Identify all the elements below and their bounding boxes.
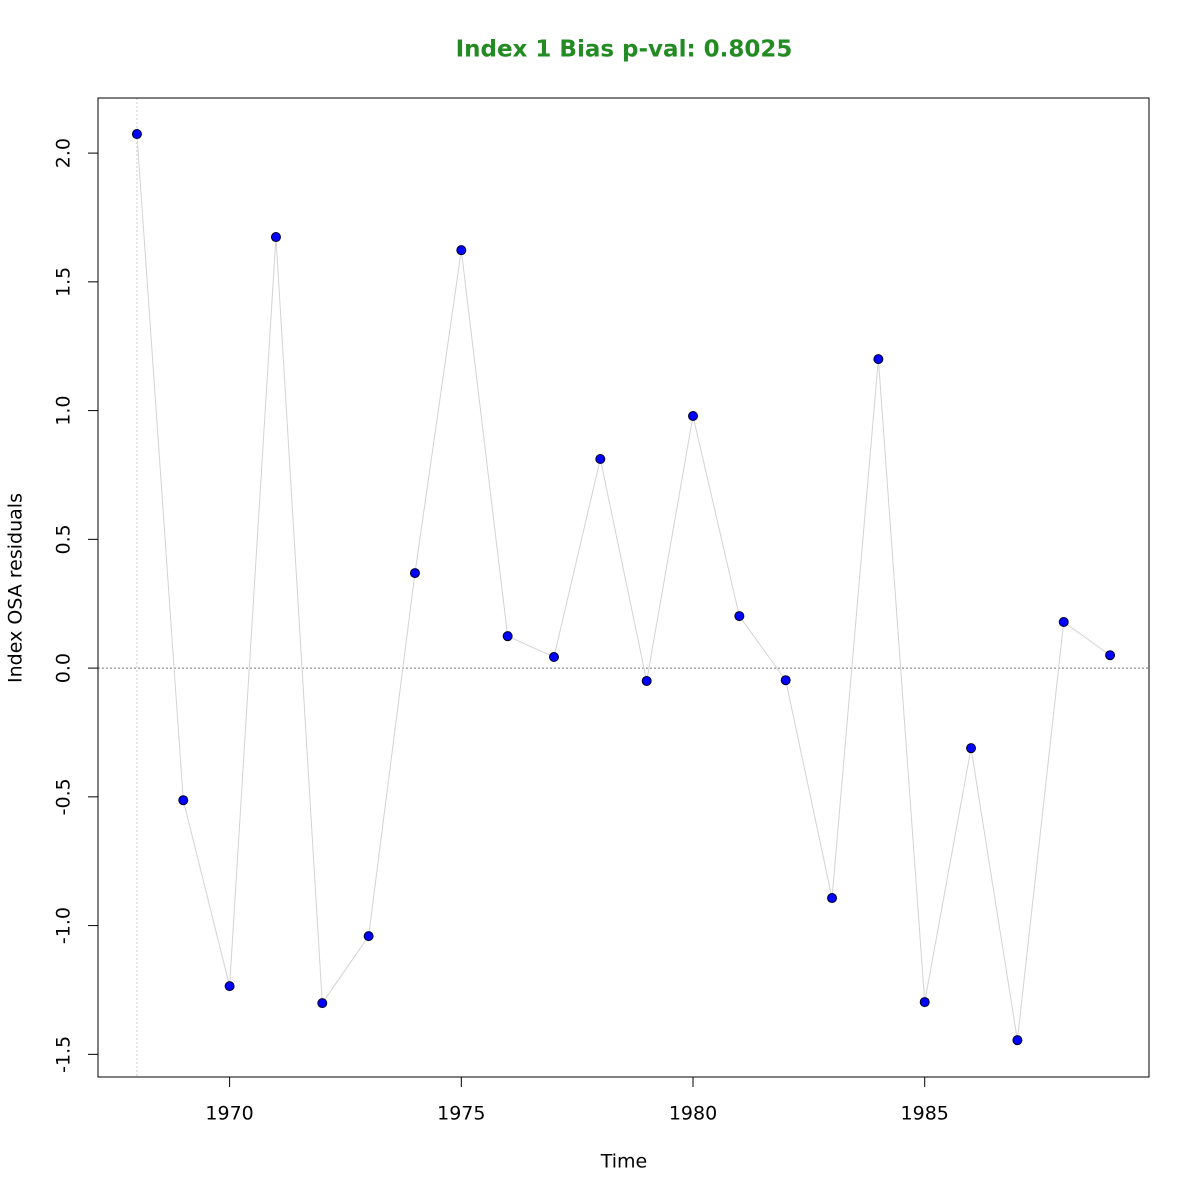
x-tick-label: 1975 bbox=[437, 1103, 485, 1125]
data-point bbox=[780, 675, 791, 686]
data-point bbox=[317, 998, 328, 1009]
plot-frame bbox=[97, 97, 1150, 1078]
x-axis-label: Time bbox=[600, 1151, 648, 1173]
data-point bbox=[548, 652, 559, 663]
y-tick-label: 2.0 bbox=[53, 138, 75, 168]
data-point bbox=[270, 232, 281, 243]
data-point bbox=[178, 795, 189, 806]
data-point bbox=[1105, 650, 1116, 661]
data-point bbox=[224, 981, 235, 992]
x-tick-label: 1980 bbox=[669, 1103, 717, 1125]
data-point bbox=[456, 245, 467, 256]
data-point bbox=[363, 931, 374, 942]
data-point bbox=[409, 568, 420, 579]
y-tick-label: 1.5 bbox=[53, 267, 75, 297]
data-point bbox=[641, 675, 652, 686]
y-tick-label: -1.0 bbox=[53, 907, 75, 944]
data-point bbox=[734, 611, 745, 622]
data-point bbox=[502, 631, 513, 642]
x-tick-label: 1985 bbox=[901, 1103, 949, 1125]
data-point bbox=[873, 354, 884, 365]
data-point bbox=[595, 454, 606, 465]
y-tick-label: -0.5 bbox=[53, 778, 75, 815]
data-point bbox=[919, 997, 930, 1008]
data-point bbox=[688, 411, 699, 422]
data-point bbox=[966, 743, 977, 754]
y-tick-label: 1.0 bbox=[53, 395, 75, 425]
data-point bbox=[131, 129, 142, 140]
y-tick-label: -1.5 bbox=[53, 1036, 75, 1073]
data-point bbox=[1058, 617, 1069, 628]
data-point bbox=[827, 893, 838, 904]
series-line bbox=[136, 134, 1111, 1041]
y-axis-label: Index OSA residuals bbox=[5, 493, 27, 683]
chart-title: Index 1 Bias p-val: 0.8025 bbox=[456, 37, 793, 63]
data-point bbox=[1012, 1035, 1023, 1046]
y-tick-label: 0.5 bbox=[53, 524, 75, 554]
y-tick-label: 0.0 bbox=[53, 653, 75, 683]
x-tick-label: 1970 bbox=[205, 1103, 253, 1125]
